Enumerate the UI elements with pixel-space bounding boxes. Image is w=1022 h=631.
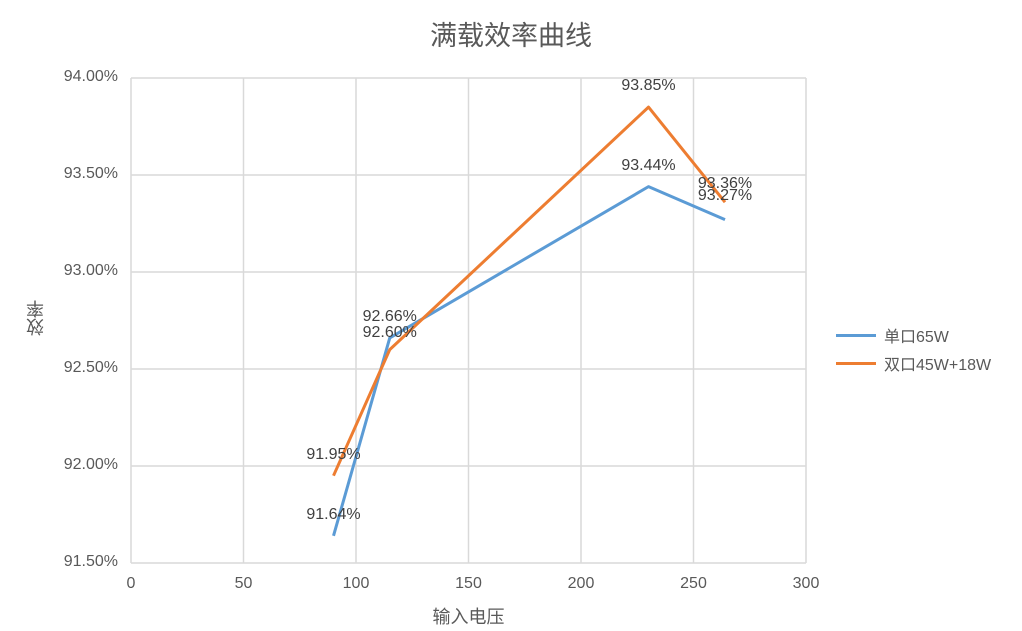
data-label: 93.44%: [621, 156, 676, 174]
series-line-0: [332, 185, 726, 537]
y-tick-label: 93.00%: [63, 262, 118, 279]
x-tick-label: 300: [792, 575, 820, 592]
data-label: 92.66%: [362, 307, 417, 325]
y-tick-label: 94.00%: [63, 68, 118, 85]
legend-label: 双口45W+18W: [884, 357, 992, 374]
data-label: 91.64%: [306, 505, 361, 523]
data-label: 93.27%: [697, 186, 753, 204]
x-tick-label: 150: [455, 575, 482, 592]
x-tick-label: 50: [234, 575, 253, 592]
legend: 单口65W 双口45W+18W: [836, 321, 991, 377]
legend-item-single-port: 单口65W: [836, 321, 991, 349]
y-tick-label: 92.50%: [63, 359, 118, 376]
legend-label: 单口65W: [884, 329, 949, 346]
series-line-1: [332, 105, 727, 477]
y-axis-label: 效率: [26, 300, 47, 336]
x-axis-label: 输入电压: [432, 607, 505, 628]
data-label: 91.95%: [306, 445, 361, 463]
legend-swatch-icon: [836, 333, 876, 337]
legend-swatch-icon: [836, 361, 876, 365]
x-tick-label: 200: [567, 575, 595, 592]
data-label: 93.36%: [697, 175, 753, 193]
legend-item-dual-port: 双口45W+18W: [836, 349, 991, 377]
y-tick-label: 92.00%: [63, 456, 118, 473]
series-lines: [332, 105, 727, 537]
y-tick-label: 91.50%: [63, 553, 118, 570]
gridlines: [130, 77, 807, 564]
x-tick-label: 0: [126, 575, 136, 592]
x-tick-label: 250: [680, 575, 707, 592]
data-label: 92.60%: [362, 323, 417, 341]
x-tick-label: 100: [342, 575, 370, 592]
chart-title: 满载效率曲线: [430, 21, 592, 52]
y-tick-label: 93.50%: [63, 165, 118, 182]
data-label: 93.85%: [621, 77, 676, 95]
